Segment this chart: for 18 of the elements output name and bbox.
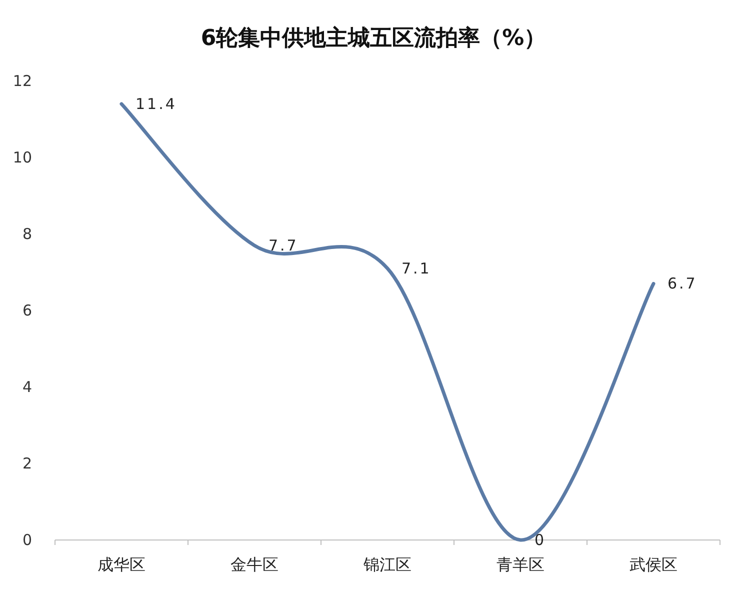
x-tick-label: 成华区 (98, 555, 146, 574)
y-tick-label: 2 (22, 454, 32, 472)
x-tick-label: 武侯区 (630, 555, 678, 574)
data-label: 7.1 (402, 259, 432, 278)
data-label: 0 (534, 531, 546, 549)
x-tick-label: 金牛区 (230, 555, 278, 574)
chart-title: 6轮集中供地主城五区流拍率（%） (200, 25, 546, 51)
x-tick-label: 青羊区 (496, 555, 544, 574)
y-tick-label: 4 (22, 378, 32, 396)
y-tick-label: 0 (22, 531, 32, 549)
y-tick-label: 10 (12, 148, 32, 166)
data-label: 6.7 (668, 274, 698, 293)
data-label: 11.4 (136, 94, 177, 113)
y-tick-label: 8 (22, 225, 32, 243)
y-tick-label: 12 (12, 72, 32, 90)
x-tick-label: 锦江区 (362, 555, 412, 574)
data-label: 7.7 (268, 236, 298, 254)
y-tick-label: 6 (22, 302, 32, 320)
